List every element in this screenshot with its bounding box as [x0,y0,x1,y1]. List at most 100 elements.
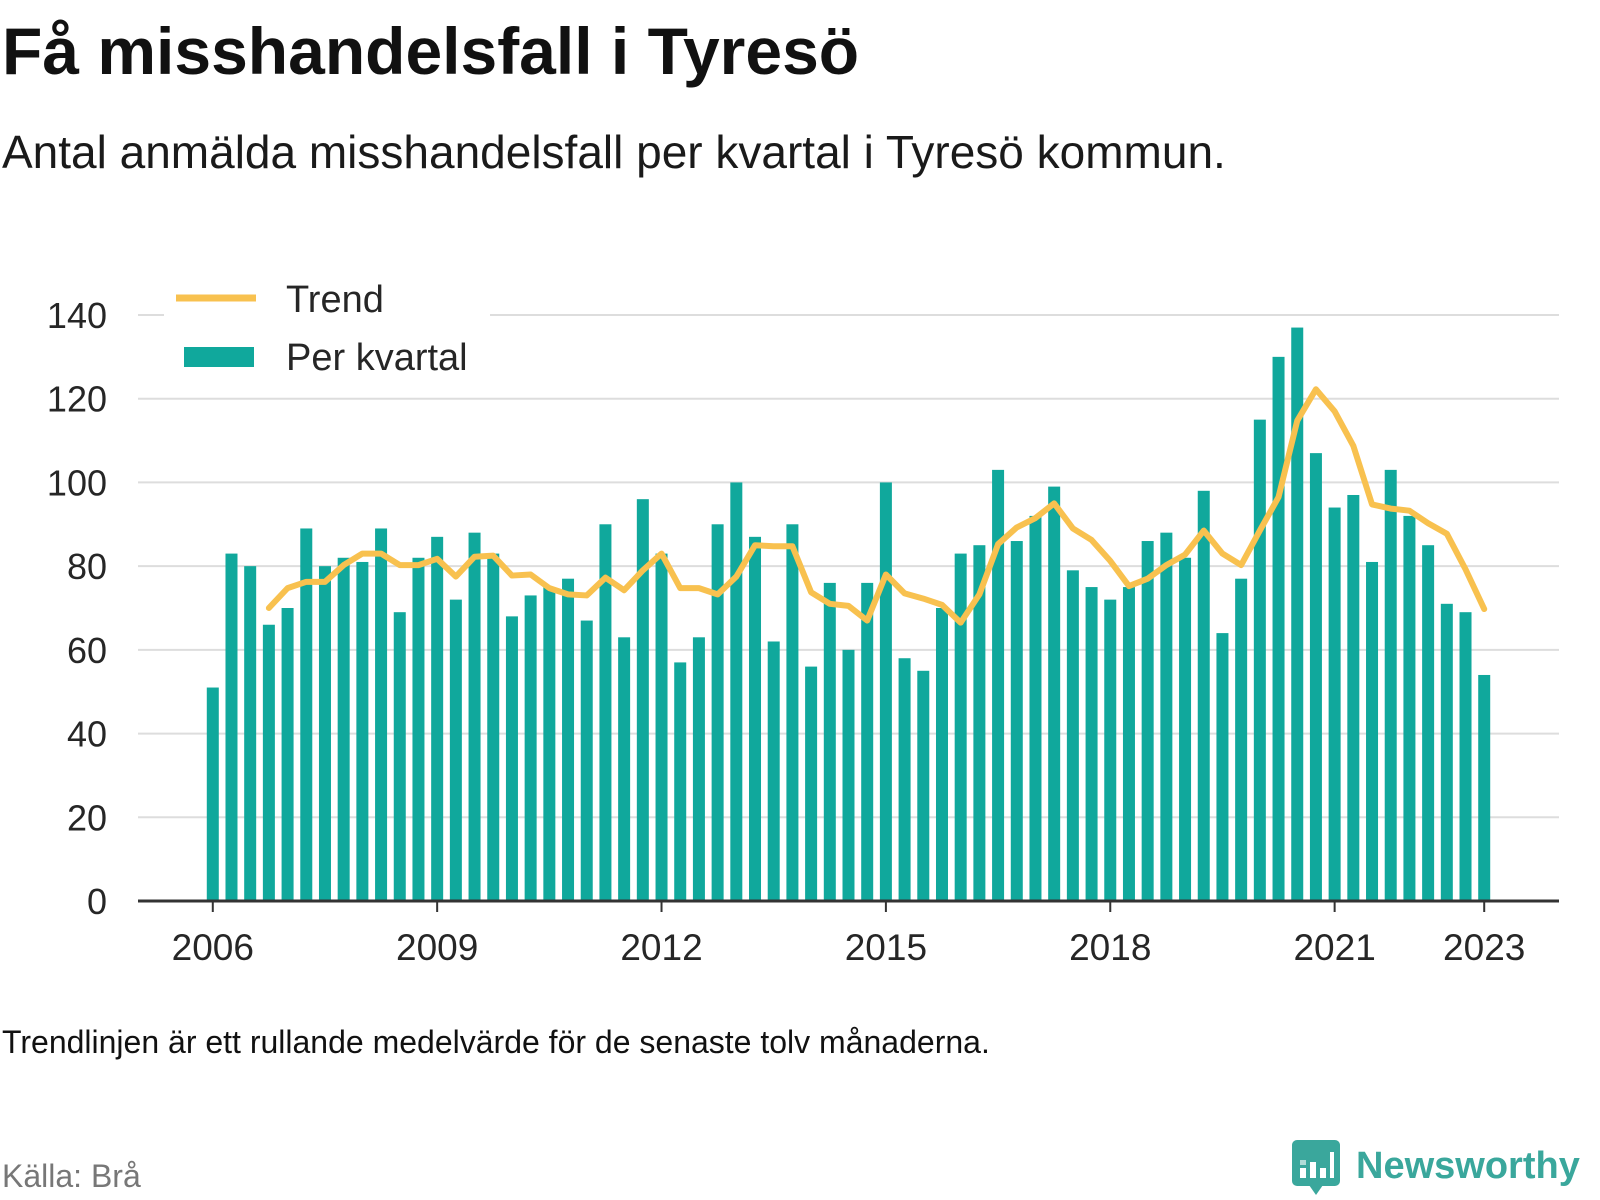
chart-subtitle: Antal anmälda misshandelsfall per kvarta… [2,126,1226,178]
bar [973,545,986,901]
legend-bar-swatch [184,347,254,367]
bar [1179,557,1192,901]
x-tick-label: 2012 [620,927,702,968]
bar [842,649,855,901]
x-tick-label: 2021 [1293,927,1375,968]
bar [543,587,556,901]
bar [1478,674,1491,901]
y-tick-label: 120 [47,379,107,420]
bar [1272,356,1285,901]
bar [786,524,799,901]
y-tick-label: 100 [47,462,107,503]
bar [1029,515,1042,901]
bar [431,536,444,901]
bar [823,582,836,901]
y-tick-label: 0 [87,881,107,922]
bar [917,670,930,901]
legend-bar-label: Per kvartal [286,337,468,379]
y-tick-label: 140 [47,295,107,336]
bar [1048,486,1061,901]
bar [318,566,331,901]
bar [1384,469,1397,901]
bar [674,662,687,901]
bar [505,616,518,901]
bar [225,553,238,901]
bar [1216,633,1229,901]
bar [1440,603,1453,901]
x-tick-label: 2009 [396,927,478,968]
bar [206,687,219,901]
bar [393,612,406,901]
bar [487,553,500,901]
newsworthy-logo-icon [1292,1140,1340,1195]
bar [767,641,780,901]
bar [524,595,537,901]
bar [1104,599,1117,901]
bar [879,482,892,901]
bar [618,637,631,901]
legend-trend-label: Trend [286,279,384,321]
bar [1197,490,1210,901]
bar [711,524,724,901]
x-tick-label: 2018 [1069,927,1151,968]
bar [468,532,481,901]
bar [730,482,743,901]
bar [954,553,967,901]
bar [1122,587,1135,901]
bar [992,469,1005,901]
bar [1459,612,1472,901]
source-label: Källa: Brå [2,1158,141,1194]
legend: Trend Per kvartal [164,272,490,384]
bar [898,658,911,901]
y-tick-label: 40 [67,714,107,755]
bar [1160,532,1173,901]
newsworthy-logo: Newsworthy [1290,1138,1596,1198]
bar [935,608,948,901]
bar [636,499,649,901]
bar [655,553,668,901]
trend-line [265,386,1488,626]
bar [1366,561,1379,901]
newsworthy-logo-text: Newsworthy [1356,1145,1580,1187]
bar [1422,545,1435,901]
x-axis: 2006 2009 2012 2015 2018 2021 2023 [138,899,1559,968]
bar [1141,541,1154,901]
bar [1085,587,1098,901]
bar [580,620,593,901]
x-tick-label: 2015 [845,927,927,968]
chart-title: Få misshandelsfall i Tyresö [2,14,860,88]
y-tick-label: 80 [67,546,107,587]
x-tick-label: 2023 [1443,927,1525,968]
bar [692,637,705,901]
bar [749,536,762,901]
bar [599,524,612,901]
y-tick-label: 60 [67,630,107,671]
y-axis-labels: 0 20 40 60 80 100 120 140 [47,295,107,922]
x-tick-label: 2006 [172,927,254,968]
bar [861,582,874,901]
footnote: Trendlinjen är ett rullande medelvärde f… [2,1024,990,1060]
bar [1235,578,1248,901]
bar [562,578,575,901]
bar [1309,453,1322,901]
bar [1066,570,1079,901]
bar [1010,541,1023,901]
bar [1253,419,1266,901]
y-tick-label: 20 [67,797,107,838]
bar-series [206,327,1491,901]
bar [805,666,818,901]
bar [449,599,462,901]
chart: 2006 2009 2012 2015 2018 2021 2023 0 20 40 60 80 10… [46,272,1559,968]
bar [262,624,275,901]
bar [1403,515,1416,901]
bar [375,528,388,901]
bar [1291,327,1304,901]
bar [337,557,350,901]
bar [281,608,294,901]
bar [1347,494,1360,901]
bar [300,528,313,901]
bar [244,566,257,901]
bar [412,557,425,901]
bar [356,561,369,901]
bar [1328,507,1341,901]
